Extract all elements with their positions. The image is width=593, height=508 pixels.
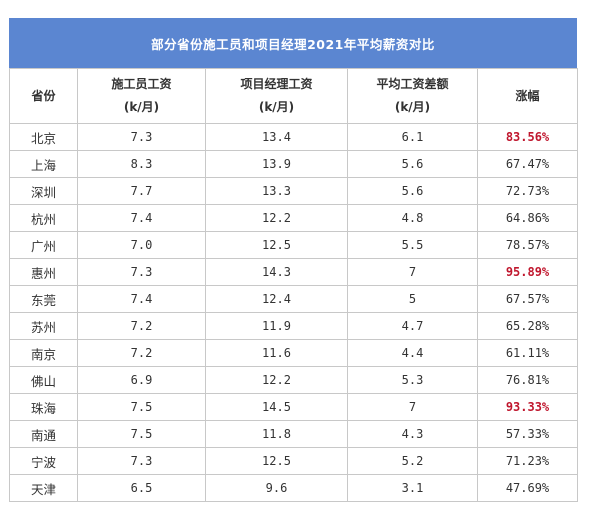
- cell-province: 深圳: [9, 177, 78, 205]
- cell-manager-salary: 12.2: [205, 366, 348, 394]
- cell-manager-salary: 12.4: [205, 285, 348, 313]
- table-row: 北京 7.3 13.4 6.1 83.56%: [9, 123, 578, 151]
- cell-manager-salary: 12.5: [205, 231, 348, 259]
- cell-province: 上海: [9, 150, 78, 178]
- cell-growth: 76.81%: [477, 366, 578, 394]
- cell-growth: 67.57%: [477, 285, 578, 313]
- cell-manager-salary: 13.9: [205, 150, 348, 178]
- table-row: 东莞 7.4 12.4 5 67.57%: [9, 285, 578, 313]
- table-row: 珠海 7.5 14.5 7 93.33%: [9, 393, 578, 421]
- cell-manager-salary: 14.3: [205, 258, 348, 286]
- cell-growth: 47.69%: [477, 474, 578, 502]
- cell-growth: 64.86%: [477, 204, 578, 232]
- cell-salary-difference: 6.1: [347, 123, 478, 151]
- cell-worker-salary: 7.7: [77, 177, 206, 205]
- cell-worker-salary: 7.3: [77, 258, 206, 286]
- table-row: 天津 6.5 9.6 3.1 47.69%: [9, 474, 578, 502]
- cell-salary-difference: 5.5: [347, 231, 478, 259]
- table-title: 部分省份施工员和项目经理2021年平均薪资对比: [9, 18, 577, 68]
- cell-growth: 78.57%: [477, 231, 578, 259]
- table-row: 广州 7.0 12.5 5.5 78.57%: [9, 231, 578, 259]
- cell-salary-difference: 5.6: [347, 177, 478, 205]
- cell-growth: 83.56%: [477, 123, 578, 151]
- cell-worker-salary: 7.3: [77, 123, 206, 151]
- cell-worker-salary: 6.5: [77, 474, 206, 502]
- header-salary-difference: 平均工资差额 (k/月): [347, 68, 478, 124]
- cell-province: 天津: [9, 474, 78, 502]
- header-worker-salary: 施工员工资 (k/月): [77, 68, 206, 124]
- cell-worker-salary: 7.4: [77, 285, 206, 313]
- table-row: 惠州 7.3 14.3 7 95.89%: [9, 258, 578, 286]
- cell-growth: 67.47%: [477, 150, 578, 178]
- cell-province: 广州: [9, 231, 78, 259]
- cell-province: 南通: [9, 420, 78, 448]
- cell-manager-salary: 9.6: [205, 474, 348, 502]
- cell-salary-difference: 7: [347, 393, 478, 421]
- header-growth: 涨幅: [477, 68, 578, 124]
- cell-province: 东莞: [9, 285, 78, 313]
- cell-salary-difference: 4.8: [347, 204, 478, 232]
- table-row: 宁波 7.3 12.5 5.2 71.23%: [9, 447, 578, 475]
- cell-salary-difference: 5.3: [347, 366, 478, 394]
- cell-worker-salary: 7.2: [77, 312, 206, 340]
- cell-worker-salary: 7.4: [77, 204, 206, 232]
- cell-growth: 61.11%: [477, 339, 578, 367]
- cell-growth: 71.23%: [477, 447, 578, 475]
- cell-worker-salary: 7.0: [77, 231, 206, 259]
- cell-manager-salary: 11.8: [205, 420, 348, 448]
- cell-province: 珠海: [9, 393, 78, 421]
- cell-salary-difference: 5.2: [347, 447, 478, 475]
- cell-salary-difference: 5.6: [347, 150, 478, 178]
- cell-worker-salary: 7.5: [77, 393, 206, 421]
- table-row: 佛山 6.9 12.2 5.3 76.81%: [9, 366, 578, 394]
- cell-growth: 93.33%: [477, 393, 578, 421]
- cell-province: 宁波: [9, 447, 78, 475]
- cell-worker-salary: 6.9: [77, 366, 206, 394]
- table-row: 南京 7.2 11.6 4.4 61.11%: [9, 339, 578, 367]
- cell-worker-salary: 7.5: [77, 420, 206, 448]
- cell-province: 惠州: [9, 258, 78, 286]
- cell-growth: 95.89%: [477, 258, 578, 286]
- header-row: 省份 施工员工资 (k/月) 项目经理工资 (k/月) 平均工资差额 (k/月) 涨幅: [9, 68, 578, 124]
- cell-manager-salary: 11.6: [205, 339, 348, 367]
- cell-salary-difference: 4.4: [347, 339, 478, 367]
- cell-salary-difference: 4.7: [347, 312, 478, 340]
- cell-manager-salary: 12.5: [205, 447, 348, 475]
- table-row: 上海 8.3 13.9 5.6 67.47%: [9, 150, 578, 178]
- cell-worker-salary: 8.3: [77, 150, 206, 178]
- header-manager-salary: 项目经理工资 (k/月): [205, 68, 348, 124]
- cell-salary-difference: 3.1: [347, 474, 478, 502]
- table-row: 杭州 7.4 12.2 4.8 64.86%: [9, 204, 578, 232]
- cell-manager-salary: 12.2: [205, 204, 348, 232]
- cell-worker-salary: 7.2: [77, 339, 206, 367]
- cell-manager-salary: 13.4: [205, 123, 348, 151]
- salary-table: 省份 施工员工资 (k/月) 项目经理工资 (k/月) 平均工资差额 (k/月) 涨幅…: [9, 68, 578, 502]
- cell-province: 杭州: [9, 204, 78, 232]
- cell-growth: 65.28%: [477, 312, 578, 340]
- table-row: 苏州 7.2 11.9 4.7 65.28%: [9, 312, 578, 340]
- header-province: 省份: [9, 68, 78, 124]
- cell-worker-salary: 7.3: [77, 447, 206, 475]
- cell-province: 南京: [9, 339, 78, 367]
- cell-growth: 57.33%: [477, 420, 578, 448]
- cell-manager-salary: 11.9: [205, 312, 348, 340]
- cell-province: 北京: [9, 123, 78, 151]
- cell-manager-salary: 14.5: [205, 393, 348, 421]
- cell-manager-salary: 13.3: [205, 177, 348, 205]
- cell-salary-difference: 4.3: [347, 420, 478, 448]
- table-row: 深圳 7.7 13.3 5.6 72.73%: [9, 177, 578, 205]
- cell-province: 佛山: [9, 366, 78, 394]
- cell-province: 苏州: [9, 312, 78, 340]
- cell-salary-difference: 7: [347, 258, 478, 286]
- cell-growth: 72.73%: [477, 177, 578, 205]
- table-row: 南通 7.5 11.8 4.3 57.33%: [9, 420, 578, 448]
- salary-table-container: 部分省份施工员和项目经理2021年平均薪资对比 省份 施工员工资 (k/月) 项目…: [9, 18, 578, 502]
- cell-salary-difference: 5: [347, 285, 478, 313]
